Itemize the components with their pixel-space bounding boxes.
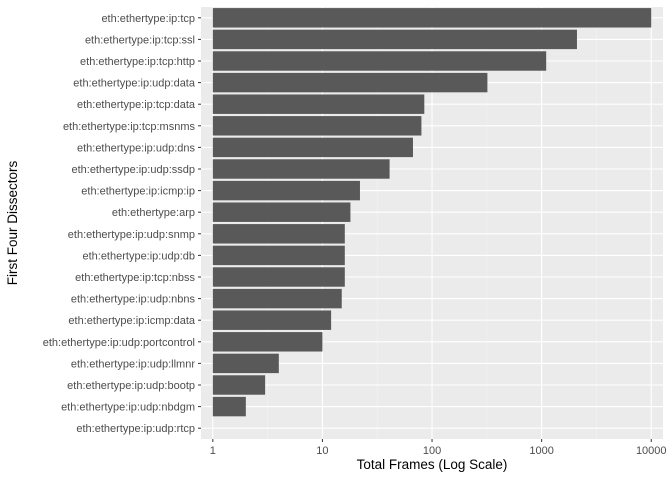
bar xyxy=(212,224,345,244)
bars xyxy=(212,8,652,417)
x-tick-label: 10 xyxy=(316,445,328,457)
y-tick-label: eth:ethertype:ip:icmp:data xyxy=(68,315,195,327)
x-axis-title: Total Frames (Log Scale) xyxy=(357,457,508,472)
bar xyxy=(212,116,422,136)
bar xyxy=(212,94,425,114)
bar xyxy=(212,396,246,417)
bar xyxy=(212,375,266,395)
bar xyxy=(212,51,547,71)
y-tick-label: eth:ethertype:ip:udp:data xyxy=(73,78,196,90)
bar xyxy=(212,332,323,352)
y-tick-label: eth:ethertype:ip:udp:dns xyxy=(77,142,196,154)
y-tick-label: eth:ethertype:ip:udp:db xyxy=(82,250,195,262)
y-tick-label: eth:ethertype:ip:tcp xyxy=(101,13,195,25)
y-tick-label: eth:ethertype:ip:tcp:msnms xyxy=(63,121,196,133)
y-axis-title: First Four Dissectors xyxy=(5,160,20,285)
y-tick-label: eth:ethertype:ip:udp:snmp xyxy=(68,229,195,241)
bar xyxy=(212,180,360,201)
bar xyxy=(212,245,345,266)
y-tick-label: eth:ethertype:ip:icmp:ip xyxy=(81,186,195,198)
x-tick-label: 100 xyxy=(423,445,441,457)
bar xyxy=(212,137,413,158)
x-tick-label: 1000 xyxy=(529,445,553,457)
x-tick-label: 10000 xyxy=(636,445,667,457)
bar xyxy=(212,353,279,374)
bar xyxy=(212,159,390,179)
bar xyxy=(212,8,652,28)
y-tick-label: eth:ethertype:arp xyxy=(112,207,195,219)
x-axis: 1 10 100 1000 10000 xyxy=(210,439,667,457)
y-tick-label: eth:ethertype:ip:tcp:ssl xyxy=(85,34,195,46)
bar xyxy=(212,29,577,50)
y-tick-label: eth:ethertype:ip:tcp:http xyxy=(80,56,195,68)
x-tick-label: 1 xyxy=(210,445,216,457)
bar xyxy=(212,72,488,93)
y-tick-label: eth:ethertype:ip:udp:ssdp xyxy=(71,164,195,176)
y-tick-label: eth:ethertype:ip:udp:nbdgm xyxy=(61,402,195,414)
y-axis: eth:ethertype:ip:tcp eth:ethertype:ip:tcp… xyxy=(43,13,201,435)
bar xyxy=(212,310,332,330)
y-tick-label: eth:ethertype:ip:udp:bootp xyxy=(67,380,195,392)
bar xyxy=(212,267,345,287)
y-tick-label: eth:ethertype:ip:udp:llmnr xyxy=(71,358,195,370)
y-tick-label: eth:ethertype:ip:udp:rtcp xyxy=(76,423,195,435)
y-tick-label: eth:ethertype:ip:udp:portcontrol xyxy=(43,337,195,349)
bar xyxy=(212,202,351,222)
y-tick-label: eth:ethertype:ip:tcp:nbss xyxy=(75,272,195,284)
bar xyxy=(212,288,342,309)
y-tick-label: eth:ethertype:ip:udp:nbns xyxy=(71,294,196,306)
y-tick-label: eth:ethertype:ip:tcp:data xyxy=(77,99,196,111)
